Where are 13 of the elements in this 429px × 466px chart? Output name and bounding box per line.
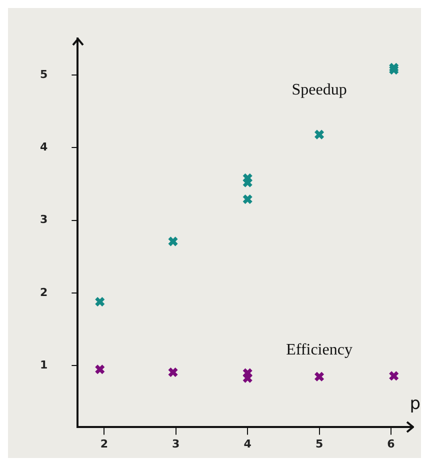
text: Speedup [292,82,347,99]
y-tick-label: 2 [40,286,48,299]
y-tick-label: 4 [40,140,48,154]
x-tick-label: 4 [244,437,252,450]
x-tick-label: 3 [172,437,180,450]
x-axis-title: p [410,394,420,414]
y-tick-label: 1 [40,358,48,372]
y-tick-label: 5 [40,68,48,81]
x-tick-label: 5 [315,437,324,450]
x-tick-label: 6 [387,437,396,450]
x-tick-label: 2 [100,437,108,450]
y-tick-label: 3 [40,213,48,226]
series-label: Efficiency [286,342,352,359]
